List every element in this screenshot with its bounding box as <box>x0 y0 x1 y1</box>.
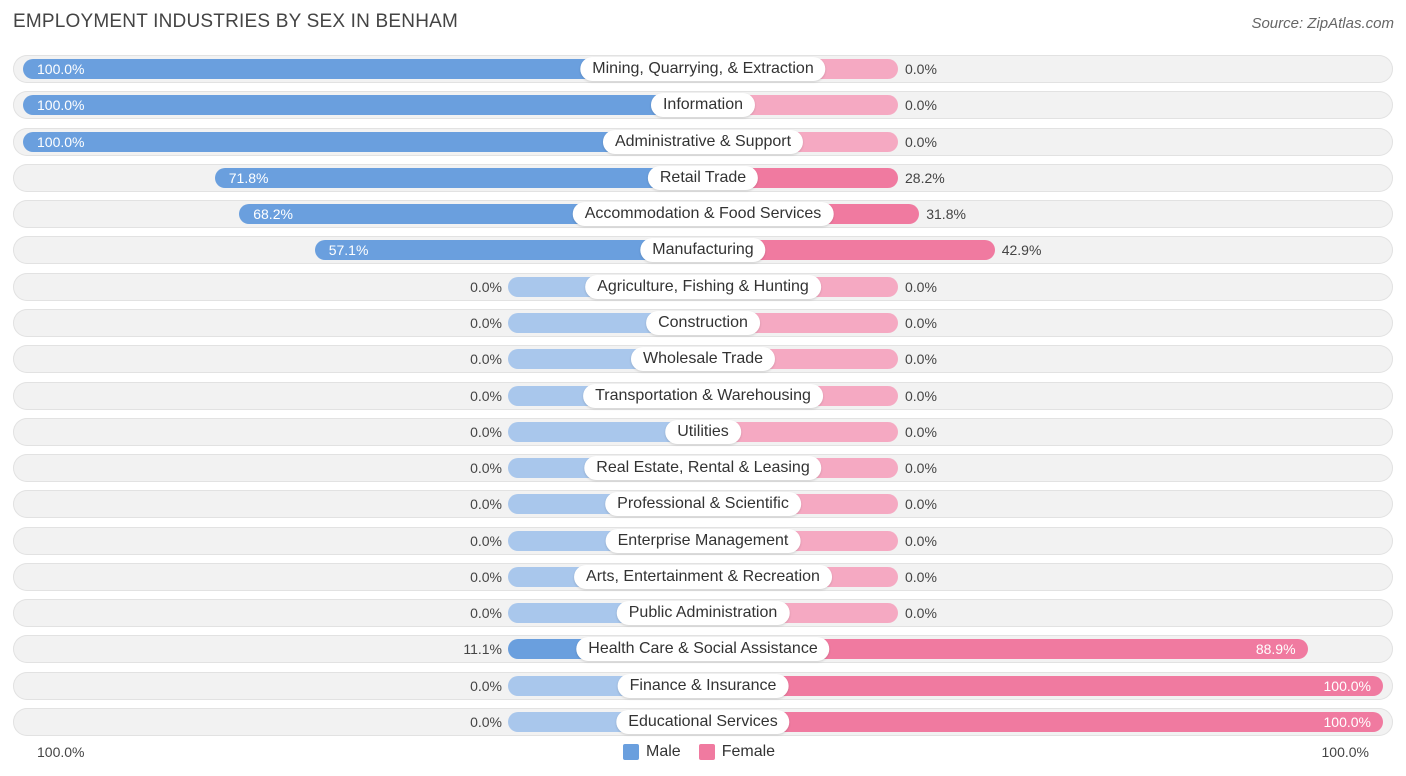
value-label-female: 88.9% <box>1255 641 1296 657</box>
axis-label-right: 100.0% <box>1321 744 1369 760</box>
value-label-female: 0.0% <box>905 97 937 113</box>
category-label: Information <box>650 93 756 117</box>
value-label-female: 0.0% <box>905 61 937 77</box>
legend-label-female: Female <box>721 743 776 760</box>
source-note: Source: ZipAtlas.com <box>1251 15 1394 32</box>
value-label-male: 11.1% <box>463 641 502 657</box>
chart-title: EMPLOYMENT INDUSTRIES BY SEX IN BENHAM <box>13 11 459 32</box>
legend-label-male: Male <box>646 743 681 760</box>
value-label-male: 0.0% <box>470 678 502 694</box>
value-label-female: 0.0% <box>905 533 937 549</box>
category-label: Enterprise Management <box>605 529 801 553</box>
bar-female <box>703 240 995 260</box>
legend-swatch-male <box>623 744 639 760</box>
value-label-male: 0.0% <box>470 388 502 404</box>
category-label: Real Estate, Rental & Leasing <box>584 456 822 480</box>
value-label-male: 0.0% <box>470 424 502 440</box>
value-label-male: 0.0% <box>470 533 502 549</box>
value-label-male: 0.0% <box>470 315 502 331</box>
bar-female <box>703 712 1383 732</box>
category-label: Finance & Insurance <box>617 674 789 698</box>
category-label: Utilities <box>665 420 741 444</box>
category-label: Professional & Scientific <box>605 492 801 516</box>
legend-swatch-female <box>698 744 715 760</box>
category-label: Wholesale Trade <box>630 347 776 371</box>
value-label-male: 100.0% <box>37 134 85 150</box>
category-label: Administrative & Support <box>602 130 804 154</box>
value-label-female: 0.0% <box>905 315 937 331</box>
bar-male <box>23 95 703 115</box>
value-label-female: 0.0% <box>905 605 937 621</box>
value-label-female: 100.0% <box>1323 678 1371 694</box>
value-label-male: 57.1% <box>328 242 369 258</box>
category-label: Construction <box>646 311 760 335</box>
value-label-female: 0.0% <box>905 424 937 440</box>
category-label: Public Administration <box>616 601 790 625</box>
bar-female <box>703 676 1383 696</box>
value-label-female: 0.0% <box>905 388 937 404</box>
value-label-male: 0.0% <box>470 569 502 585</box>
axis-label-left: 100.0% <box>37 744 85 760</box>
bar-male <box>214 168 703 188</box>
legend-item-male: Male <box>623 743 681 761</box>
category-label: Educational Services <box>616 710 790 734</box>
value-label-female: 0.0% <box>905 569 937 585</box>
category-label: Agriculture, Fishing & Hunting <box>585 275 821 299</box>
value-label-male: 100.0% <box>37 97 85 113</box>
value-label-male: 0.0% <box>470 351 502 367</box>
bar-male <box>23 132 703 152</box>
value-label-female: 100.0% <box>1323 714 1371 730</box>
value-label-male: 0.0% <box>470 279 502 295</box>
value-label-female: 42.9% <box>1001 242 1042 258</box>
value-label-female: 0.0% <box>905 279 937 295</box>
value-label-male: 0.0% <box>470 460 502 476</box>
bar-female <box>703 639 1308 659</box>
category-label: Health Care & Social Assistance <box>576 637 830 661</box>
category-label: Transportation & Warehousing <box>583 384 823 408</box>
value-label-male: 0.0% <box>470 714 502 730</box>
legend-item-female: Female <box>698 743 776 761</box>
value-label-male: 71.8% <box>228 170 269 186</box>
category-label: Accommodation & Food Services <box>572 202 834 226</box>
value-label-male: 0.0% <box>470 496 502 512</box>
bar-male <box>23 59 703 79</box>
value-label-female: 0.0% <box>905 134 937 150</box>
category-label: Arts, Entertainment & Recreation <box>574 565 832 589</box>
bar-male <box>508 422 703 442</box>
value-label-female: 31.8% <box>926 206 966 222</box>
value-label-female: 28.2% <box>905 170 945 186</box>
category-label: Manufacturing <box>640 238 766 262</box>
value-label-male: 68.2% <box>253 206 293 222</box>
category-label: Mining, Quarrying, & Extraction <box>580 57 826 81</box>
value-label-female: 0.0% <box>905 351 937 367</box>
bar-male <box>314 240 703 260</box>
legend: Male Female <box>623 741 793 763</box>
value-label-female: 0.0% <box>905 460 937 476</box>
value-label-male: 100.0% <box>37 61 85 77</box>
value-label-male: 0.0% <box>470 605 502 621</box>
bar-female <box>703 422 898 442</box>
value-label-female: 0.0% <box>905 496 937 512</box>
category-label: Retail Trade <box>647 166 759 190</box>
